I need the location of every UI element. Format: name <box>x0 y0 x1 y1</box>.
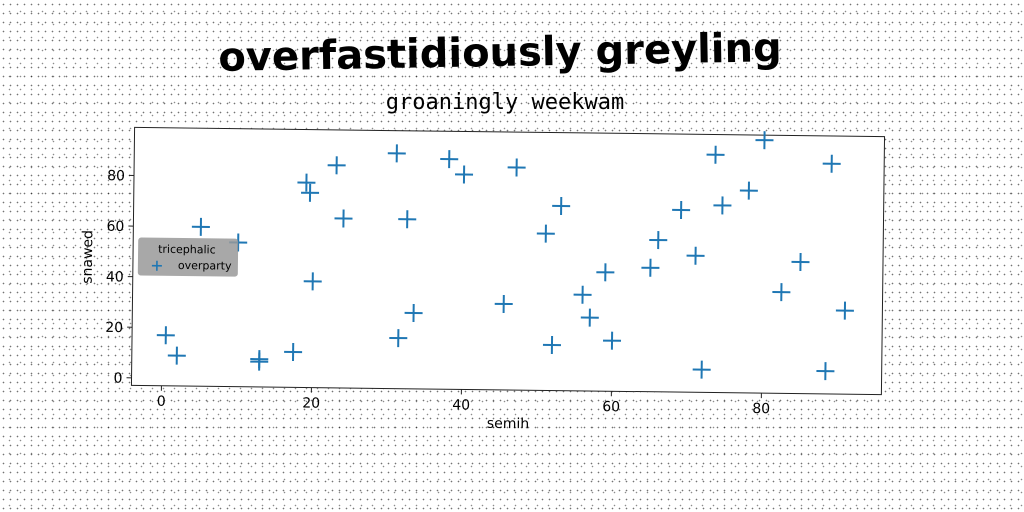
data-point <box>791 253 810 272</box>
chart-subtitle: groaningly weekwam <box>385 90 625 115</box>
data-point <box>389 329 408 348</box>
data-point <box>303 272 322 291</box>
x-tick-label: 40 <box>452 397 470 413</box>
legend-box <box>137 237 239 277</box>
data-point <box>327 156 346 175</box>
data-point <box>692 360 711 379</box>
data-point <box>542 336 561 355</box>
legend-entry-label: overparty <box>178 259 232 273</box>
data-point <box>772 283 791 302</box>
x-tick-label: 80 <box>752 401 770 417</box>
data-point <box>552 196 571 216</box>
x-axis-label: semih <box>487 416 530 433</box>
data-point <box>301 183 320 202</box>
data-point <box>580 308 599 327</box>
legend: tricephalic overparty <box>137 237 239 277</box>
y-tick-label: 0 <box>114 371 123 387</box>
data-point <box>686 246 705 265</box>
data-point <box>455 165 474 184</box>
plot-area <box>130 126 886 396</box>
data-point <box>404 303 423 322</box>
data-point <box>739 181 758 200</box>
x-tick-label: 20 <box>302 395 320 411</box>
data-point <box>334 209 353 228</box>
y-tick-label: 60 <box>106 219 124 235</box>
data-point <box>536 224 555 243</box>
legend-title: tricephalic <box>158 243 216 257</box>
data-point <box>706 145 725 164</box>
data-point <box>822 154 841 173</box>
data-point <box>713 196 732 215</box>
axis-ticks: 0 20 40 60 80 0 20 40 60 80 <box>105 168 770 417</box>
y-tick-label: 80 <box>107 168 125 184</box>
x-tick-label: 60 <box>602 399 620 415</box>
data-point <box>573 285 592 304</box>
data-point <box>507 158 526 177</box>
data-point <box>167 346 186 365</box>
y-tick-label: 20 <box>105 320 123 336</box>
data-point <box>250 352 269 371</box>
data-point <box>387 144 406 163</box>
legend-marker-icon <box>151 260 162 271</box>
data-point <box>191 217 210 236</box>
data-point <box>440 150 459 169</box>
y-axis-label: snawed <box>80 230 97 284</box>
data-point <box>284 342 303 361</box>
data-point <box>816 362 835 381</box>
data-point <box>398 210 417 229</box>
data-point <box>835 301 854 320</box>
data-point <box>596 263 615 282</box>
data-point <box>156 326 175 345</box>
data-point <box>641 258 660 277</box>
data-point <box>297 173 316 192</box>
data-point <box>649 231 668 250</box>
data-point <box>603 331 622 350</box>
data-point <box>494 294 513 313</box>
data-point <box>755 131 774 150</box>
x-tick-label: 0 <box>157 394 166 410</box>
data-point <box>672 200 691 220</box>
y-tick-label: 40 <box>106 269 124 285</box>
